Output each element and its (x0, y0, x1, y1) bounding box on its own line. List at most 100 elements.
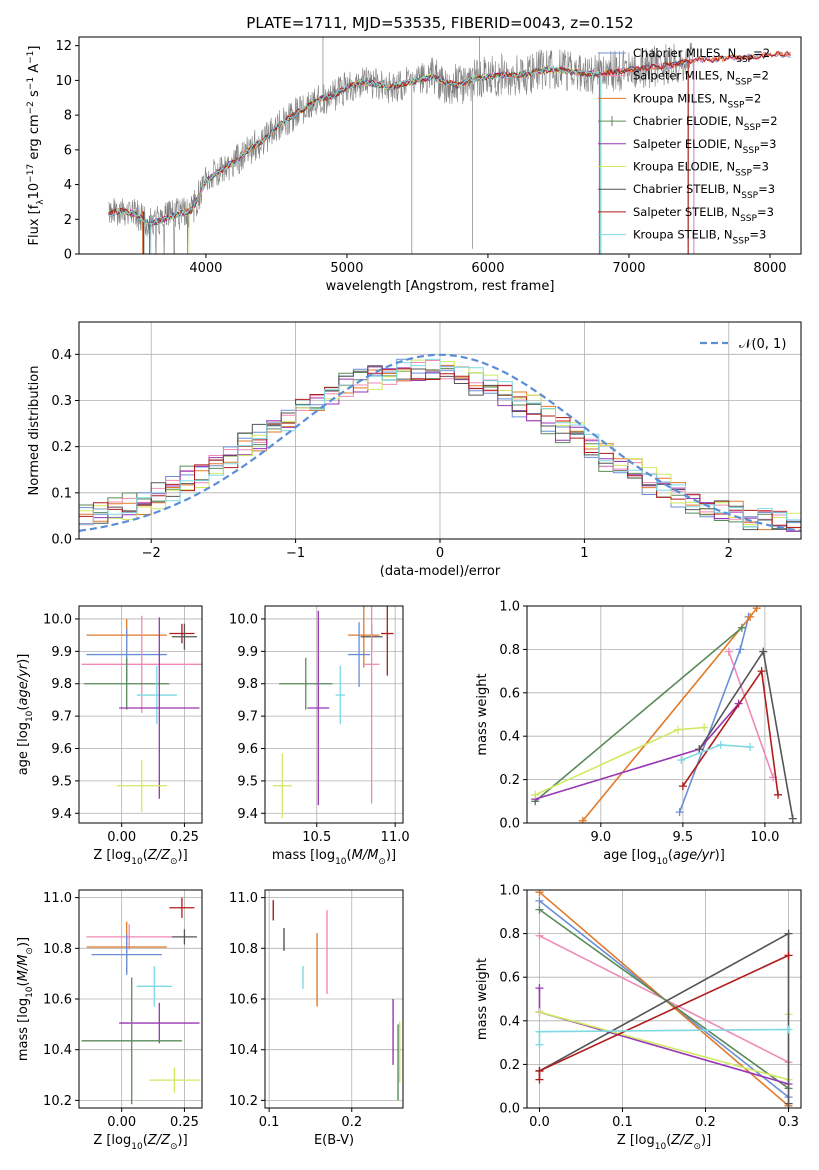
legend-label: 𝒩(0, 1) (739, 337, 786, 352)
mass-weight-line (534, 627, 743, 802)
mass-weight-line (682, 668, 779, 795)
legend-label: Salpeter MILES, NSSP=2 (633, 69, 769, 88)
x-tick-label: −1 (286, 546, 305, 561)
x-tick-label: 6000 (471, 261, 504, 276)
y-tick-label: 8 (64, 109, 72, 124)
residual-histogram-step (79, 358, 801, 528)
legend-label: Salpeter ELODIE, NSSP=3 (633, 137, 776, 156)
mass-weight-line (698, 649, 794, 819)
y-tick-label: 0.4 (51, 348, 72, 363)
x-tick-label: 7000 (612, 261, 645, 276)
mass-weight-point (535, 905, 544, 914)
x-axis-label: (data-model)/error (380, 564, 501, 579)
mass-vs-metallicity-panel: 0.00 0.25 10.2 10.4 10.6 10.8 11.0 Z [log10(Z/Z… (16, 889, 203, 1152)
mass-weight-point (784, 1099, 793, 1108)
axes-frame (526, 889, 802, 1109)
normal-reference-curve (79, 353, 801, 532)
y-tick-label: 0.6 (499, 971, 520, 986)
y-tick-label: 10.2 (43, 1094, 72, 1109)
histogram-panel: −2 −1 0 1 2 0.0 0.1 0.2 0.3 0.4 𝒩(0, 1) (data-model… (27, 321, 802, 579)
y-tick-label: 0.4 (499, 730, 520, 745)
mass-weight-line (539, 1011, 790, 1081)
y-tick-label: 9.5 (51, 774, 72, 789)
axes-frame (78, 605, 203, 824)
age-vs-metallicity-panel: 0.00 0.25 9.4 9.5 9.6 9.7 9.8 9.9 10.0 Z [log10(Z… (16, 605, 203, 867)
y-tick-label: 10.8 (43, 942, 72, 957)
legend-label: Chabrier MILES, NSSP=2 (633, 46, 770, 65)
mass-weight-point (736, 645, 745, 654)
y-tick-label: 10.0 (43, 612, 72, 627)
y-tick-label: 4 (64, 178, 72, 193)
histogram-panel-marks (79, 353, 801, 532)
y-axis-label: Normed distribution (27, 366, 42, 496)
x-axis-label: E(B-V) (314, 1133, 354, 1148)
age-vs-mass-panel-marks (272, 606, 394, 819)
x-tick-label: 0.25 (170, 1115, 199, 1130)
y-tick-label: 10 (55, 74, 72, 89)
mass-weight-point (757, 667, 766, 676)
y-tick-label: 9.8 (237, 677, 258, 692)
x-tick-label: 2 (725, 546, 733, 561)
mass-weight-point (746, 743, 755, 752)
y-axis-label: mass weight (475, 673, 490, 755)
x-tick-label: 10.0 (750, 830, 779, 845)
mass-weight-point (677, 756, 686, 765)
mass-weight-point (673, 725, 682, 734)
axes-frame (78, 36, 802, 255)
y-tick-label: 9.9 (51, 645, 72, 660)
mass-vs-metallicity-panel-marks (81, 897, 200, 1105)
y-tick-label: 0.2 (499, 773, 520, 788)
spectrum-panel-marks (108, 37, 791, 254)
y-tick-label: 1.0 (499, 600, 520, 615)
y-axis-label: mass [log10(M/M⊙)] (16, 937, 35, 1061)
y-tick-label: 0.1 (51, 486, 72, 501)
x-tick-label: 0.0 (529, 1115, 550, 1130)
mass-weight-line (534, 726, 705, 796)
x-axis-label: Z [log10(Z/Z⊙)] (617, 1133, 711, 1152)
legend-label: Kroupa ELODIE, NSSP=3 (633, 160, 769, 179)
residual-histogram-step (79, 368, 801, 528)
x-tick-label: 0.3 (778, 1115, 799, 1130)
y-tick-label: 9.4 (237, 807, 258, 822)
y-axis-label: age [log10(age/yr)] (16, 654, 35, 776)
age-vs-metallicity-panel-marks (81, 615, 202, 812)
y-tick-label: 0.4 (499, 1014, 520, 1029)
y-tick-label: 9.6 (51, 742, 72, 757)
y-tick-label: 0.3 (51, 394, 72, 409)
model-spectrum-line (108, 60, 688, 229)
mass-weight-point (535, 1040, 544, 1049)
y-tick-label: 0.2 (51, 440, 72, 455)
y-tick-label: 10.8 (229, 942, 258, 957)
mass-weight-point (535, 896, 544, 905)
y-tick-label: 10.4 (43, 1043, 72, 1058)
model-spectrum-line (108, 50, 791, 225)
mass-weight-point (535, 1027, 544, 1036)
y-tick-label: 9.9 (237, 645, 258, 660)
mass-weight-line (678, 616, 750, 813)
x-tick-label: 11.0 (381, 830, 410, 845)
x-axis-label: mass [log10(M/M⊙)] (272, 848, 396, 867)
x-tick-label: 0.1 (259, 1115, 280, 1130)
x-tick-label: 8000 (753, 261, 786, 276)
x-tick-label: 9.5 (673, 830, 694, 845)
y-tick-label: 9.7 (237, 710, 258, 725)
x-tick-label: 0.2 (695, 1115, 716, 1130)
x-tick-label: 9.0 (590, 830, 611, 845)
mass-weight-point (759, 647, 768, 656)
mass-weight-vs-age-panel-marks (531, 606, 797, 823)
mass-weight-point (746, 612, 755, 621)
y-tick-label: 9.8 (51, 677, 72, 692)
mass-weight-point (788, 814, 797, 823)
y-tick-label: 9.4 (51, 807, 72, 822)
mass-weight-point (784, 1025, 793, 1034)
mass-weight-point (784, 951, 793, 960)
mass-weight-point (724, 647, 733, 656)
y-tick-label: 10.6 (43, 993, 72, 1008)
y-tick-label: 10.6 (229, 993, 258, 1008)
y-tick-label: 0 (64, 248, 72, 263)
mass-weight-point (578, 816, 587, 823)
spectrum-legend: Chabrier MILES, NSSP=2 Salpeter MILES, NS… (598, 46, 778, 247)
x-tick-label: 0.00 (107, 1115, 136, 1130)
y-tick-label: 0.0 (499, 817, 520, 832)
y-tick-label: 10.4 (229, 1043, 258, 1058)
